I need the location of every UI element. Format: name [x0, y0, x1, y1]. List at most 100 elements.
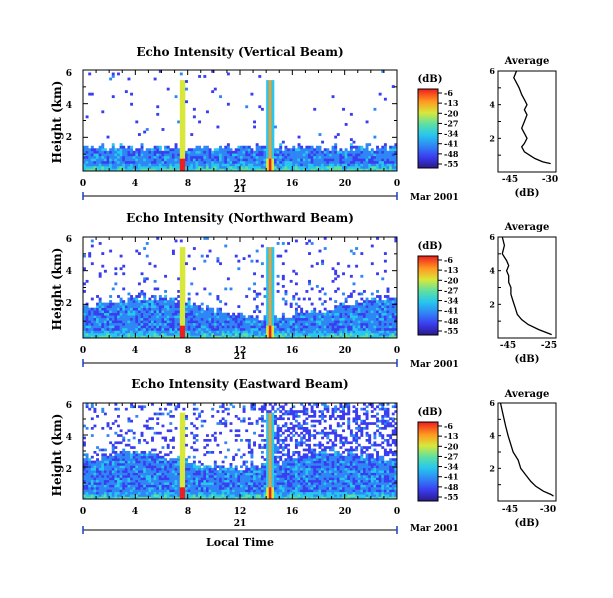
heatmap-cell	[156, 479, 160, 483]
colorbar-tick-label: -6	[444, 255, 453, 265]
heatmap-cell	[229, 332, 233, 336]
heatmap-cell	[391, 160, 395, 164]
heatmap-cell	[258, 491, 262, 495]
heatmap-cell	[96, 153, 99, 157]
heatmap-cell	[234, 153, 238, 157]
heatmap-cell	[200, 312, 204, 316]
heatmap-cell	[171, 165, 175, 169]
heatmap-cell	[255, 148, 259, 152]
heatmap-cell	[83, 168, 86, 172]
heatmap-cell	[289, 148, 293, 152]
heatmap-cell	[132, 453, 136, 457]
heatmap-cell	[381, 160, 385, 164]
heatmap-cell	[213, 325, 217, 329]
heatmap-cell	[247, 470, 251, 473]
heatmap-cell	[106, 424, 110, 428]
heatmap-cell	[365, 325, 369, 329]
heatmap-cell	[266, 145, 270, 149]
heatmap-cell	[360, 317, 364, 321]
heatmap-cell	[271, 133, 275, 136]
heatmap-cell	[237, 315, 241, 319]
heatmap-cell	[187, 307, 191, 311]
heatmap-cell	[96, 148, 99, 152]
heatmap-cell	[182, 470, 186, 473]
panel-vertical-beam: Echo Intensity (Vertical Beam) Height (k…	[50, 45, 558, 203]
heatmap-cell	[127, 158, 131, 162]
colorbar-tick-label: -13	[444, 265, 459, 275]
heatmap-cell	[119, 434, 123, 437]
heatmap-cell	[127, 451, 131, 454]
heatmap-cell	[203, 487, 207, 490]
heatmap-cell	[117, 150, 120, 154]
heatmap-cell	[281, 327, 285, 331]
heatmap-cell	[182, 300, 186, 303]
heatmap-cell	[83, 467, 86, 471]
heatmap-cell	[258, 467, 262, 471]
heatmap-cell	[171, 484, 175, 488]
heatmap-cell	[208, 465, 212, 469]
heatmap-cell	[268, 315, 272, 319]
heatmap-cell	[124, 307, 128, 311]
heatmap-cell	[289, 332, 293, 336]
heatmap-cell	[145, 327, 149, 331]
heatmap-cell	[179, 310, 183, 314]
heatmap-cell	[370, 262, 374, 266]
heatmap-cell	[158, 455, 162, 459]
heatmap-cell	[114, 267, 118, 271]
heatmap-cell	[122, 455, 126, 459]
heatmap-cell	[182, 110, 186, 114]
heatmap-cell	[156, 310, 160, 314]
heatmap-cell	[96, 332, 99, 336]
heatmap-cell	[182, 487, 186, 490]
heatmap-cell	[124, 317, 128, 321]
heatmap-cell	[271, 92, 275, 96]
heatmap-cell	[245, 148, 249, 152]
heatmap-cell	[174, 487, 178, 490]
heatmap-cell	[370, 320, 374, 324]
heatmap-cell	[122, 491, 126, 495]
heatmap-cell	[182, 252, 186, 255]
heatmap-cell	[318, 327, 322, 331]
heatmap-cell	[198, 153, 202, 157]
heatmap-cell	[292, 325, 296, 329]
heatmap-cell	[376, 148, 379, 152]
heatmap-cell	[271, 135, 275, 139]
heatmap-cell	[362, 165, 366, 169]
heatmap-cell	[211, 307, 215, 311]
heatmap-cell	[187, 472, 191, 476]
heatmap-cell	[221, 489, 225, 493]
heatmap-cell	[161, 335, 165, 339]
heatmap-cell	[158, 477, 162, 481]
heatmap-cell	[177, 496, 181, 500]
heatmap-cell	[205, 145, 209, 149]
heatmap-cell	[266, 284, 270, 288]
heatmap-cell	[143, 458, 147, 461]
heatmap-cell	[117, 424, 120, 428]
heatmap-cell	[253, 125, 256, 129]
heatmap-cell	[221, 482, 225, 485]
heatmap-cell	[250, 463, 254, 466]
heatmap-cell	[85, 148, 89, 152]
heatmap-cell	[219, 148, 222, 152]
heatmap-cell	[245, 317, 249, 321]
heatmap-cell	[360, 163, 364, 167]
heatmap-cell	[143, 295, 147, 298]
heatmap-cell	[171, 463, 175, 466]
heatmap-cell	[187, 300, 191, 303]
heatmap-cell	[234, 475, 238, 478]
heatmap-cell	[156, 307, 160, 311]
heatmap-cell	[253, 489, 256, 493]
heatmap-cell	[143, 168, 147, 172]
heatmap-cell	[260, 322, 264, 326]
heatmap-cell	[247, 145, 251, 149]
heatmap-cell	[268, 332, 272, 336]
heatmap-cell	[211, 335, 215, 339]
heatmap-cell	[124, 165, 128, 169]
heatmap-cell	[281, 297, 285, 301]
heatmap-cell	[268, 153, 272, 157]
heatmap-cell	[88, 458, 92, 461]
heatmap-cell	[148, 455, 152, 459]
heatmap-cell	[260, 439, 264, 442]
heatmap-cell	[242, 410, 246, 413]
heatmap-cell	[271, 292, 275, 296]
